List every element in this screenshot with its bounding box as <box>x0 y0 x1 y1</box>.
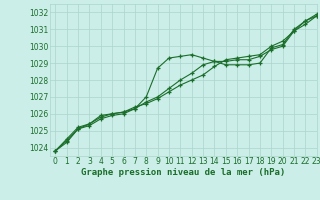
X-axis label: Graphe pression niveau de la mer (hPa): Graphe pression niveau de la mer (hPa) <box>81 168 285 177</box>
